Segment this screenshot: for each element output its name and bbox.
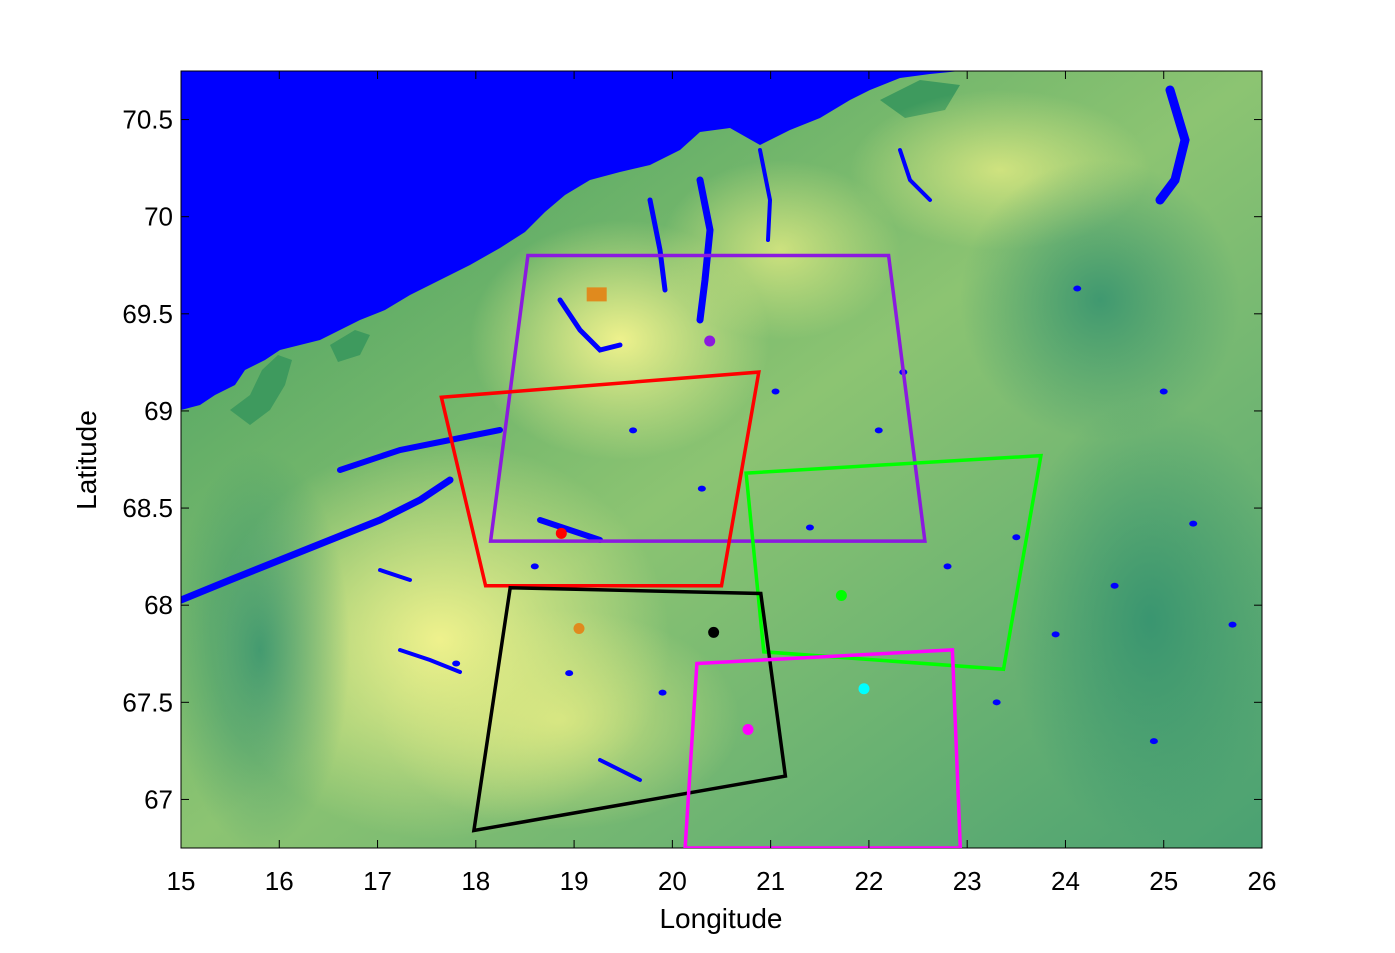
lake — [1228, 621, 1237, 628]
island — [330, 330, 370, 362]
x-tick-label: 25 — [1149, 866, 1178, 896]
lake — [1073, 285, 1082, 292]
lake — [1159, 388, 1168, 395]
x-tick-label: 18 — [461, 866, 490, 896]
x-tick-label: 16 — [265, 866, 294, 896]
lake — [658, 689, 667, 696]
lake — [1149, 738, 1158, 745]
site-marker-4 — [708, 626, 720, 638]
fjords — [181, 85, 1190, 782]
site-marker-3 — [835, 589, 847, 601]
x-axis-label: Longitude — [659, 903, 782, 934]
y-axis-ticks: 67 67.5 68 68.5 69 69.5 70 70.5 — [122, 105, 1262, 814]
lake — [1189, 520, 1198, 527]
y-axis-label: Latitude — [71, 410, 102, 510]
region-outlines — [439, 253, 1044, 848]
lakes — [452, 285, 1237, 745]
site-markers — [555, 287, 870, 736]
x-tick-label: 26 — [1248, 866, 1277, 896]
x-axis-ticks: 15 16 17 18 19 20 21 22 23 24 25 26 — [167, 71, 1277, 896]
y-tick-label: 67.5 — [122, 687, 173, 717]
lake — [452, 660, 461, 667]
y-tick-label: 69 — [144, 396, 173, 426]
x-tick-label: 22 — [854, 866, 883, 896]
y-tick-label: 67 — [144, 784, 173, 814]
lake — [874, 427, 883, 434]
lake — [805, 524, 814, 531]
island — [230, 355, 292, 425]
y-tick-label: 70.5 — [122, 105, 173, 135]
y-tick-label: 70 — [144, 202, 173, 232]
lake — [629, 427, 638, 434]
site-marker-5 — [742, 724, 754, 736]
x-tick-label: 20 — [658, 866, 687, 896]
x-tick-label: 19 — [560, 866, 589, 896]
site-marker-extra-2 — [858, 683, 870, 695]
elevation-map — [181, 71, 1262, 848]
site-marker-1 — [704, 335, 716, 347]
lake — [943, 563, 952, 570]
lake — [992, 699, 1001, 706]
lake — [697, 485, 706, 492]
y-tick-label: 68 — [144, 590, 173, 620]
lake — [1051, 631, 1060, 638]
site-marker-extra-1 — [573, 622, 585, 634]
site-marker-2 — [555, 527, 567, 539]
x-tick-label: 21 — [756, 866, 785, 896]
site-marker-square — [586, 287, 607, 302]
lake — [1012, 534, 1021, 541]
x-tick-label: 15 — [167, 866, 196, 896]
lake — [1110, 582, 1119, 589]
x-tick-label: 23 — [953, 866, 982, 896]
region-outline-5 — [683, 648, 963, 848]
region-outline-4 — [471, 585, 788, 833]
lake — [771, 388, 780, 395]
region-outline-1 — [488, 253, 927, 543]
y-tick-label: 69.5 — [122, 299, 173, 329]
y-tick-label: 68.5 — [122, 493, 173, 523]
x-tick-label: 17 — [363, 866, 392, 896]
region-outline-2 — [439, 370, 761, 588]
lake — [530, 563, 539, 570]
lake — [565, 670, 574, 677]
x-tick-label: 24 — [1051, 866, 1080, 896]
